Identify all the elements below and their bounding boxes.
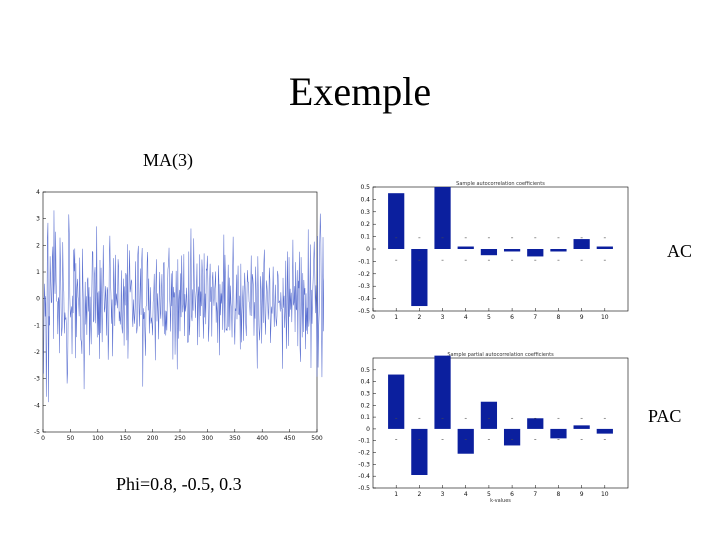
y-tick-label: 0 [366, 246, 370, 253]
x-tick-label: 0 [41, 435, 45, 442]
bar [388, 193, 405, 249]
series-line [43, 210, 324, 403]
chart-title: Sample partial autocorrelation coefficie… [447, 352, 554, 358]
bar [550, 428, 567, 439]
x-tick-label: 450 [284, 435, 296, 442]
x-tick-label: 10 [601, 314, 609, 321]
x-tick-label: 7 [533, 314, 537, 321]
x-tick-label: 6 [510, 491, 514, 498]
y-tick-label: -3 [34, 376, 40, 383]
x-tick-label: 500 [311, 435, 323, 442]
bar [434, 355, 451, 429]
y-tick-label: -0.2 [358, 271, 370, 278]
x-tick-label: 50 [67, 435, 75, 442]
phi-label: Phi=0.8, -0.5, 0.3 [116, 474, 242, 494]
bar [480, 401, 498, 429]
bar [503, 249, 521, 252]
y-tick-label: 0.3 [360, 209, 370, 216]
bar [457, 428, 474, 454]
bar [596, 246, 613, 249]
x-tick-label: 0 [371, 314, 375, 321]
x-tick-label: 350 [229, 435, 241, 442]
y-tick-label: 0.1 [360, 414, 370, 421]
y-tick-label: 0.5 [360, 367, 370, 374]
x-axis-label: k-values [490, 498, 511, 504]
ac-label: AC [667, 241, 693, 261]
y-tick-label: -0.3 [358, 461, 370, 468]
y-tick-label: 3 [36, 216, 40, 223]
acf-chart: Sample autocorrelation coefficientsk-val… [358, 181, 629, 321]
y-tick-label: 0.3 [360, 390, 370, 397]
x-tick-label: 9 [580, 314, 584, 321]
x-tick-label: 100 [92, 435, 104, 442]
bar [573, 239, 590, 249]
x-tick-label: 400 [256, 435, 268, 442]
x-tick-label: 2 [417, 491, 421, 498]
x-tick-label: 3 [441, 491, 445, 498]
bar [527, 249, 544, 257]
x-tick-label: 3 [441, 314, 445, 321]
y-tick-label: -0.4 [358, 473, 370, 480]
x-tick-label: 5 [487, 314, 491, 321]
y-tick-label: 2 [36, 242, 40, 249]
y-tick-label: 1 [36, 269, 40, 276]
y-tick-label: 0.2 [360, 221, 370, 228]
x-tick-label: 150 [119, 435, 131, 442]
y-tick-label: -4 [34, 402, 40, 409]
y-tick-label: -5 [34, 429, 40, 436]
bar [411, 249, 428, 307]
y-tick-label: -0.1 [358, 438, 370, 445]
chart-title: Sample autocorrelation coefficients [456, 181, 545, 187]
y-tick-label: 0 [366, 426, 370, 433]
x-tick-label: 10 [601, 491, 609, 498]
x-tick-label: 250 [174, 435, 186, 442]
y-tick-label: -0.4 [358, 296, 370, 303]
y-tick-label: -2 [34, 349, 40, 356]
bar [434, 187, 451, 249]
x-tick-label: 4 [464, 491, 468, 498]
x-tick-label: 8 [557, 314, 561, 321]
pac-label: PAC [648, 406, 682, 426]
x-tick-label: 9 [580, 491, 584, 498]
pacf-chart: Sample partial autocorrelation coefficie… [358, 352, 629, 504]
x-tick-label: 8 [557, 491, 561, 498]
bar [503, 428, 521, 446]
bar [388, 374, 405, 429]
bar [527, 418, 544, 429]
y-tick-label: 0.1 [360, 234, 370, 241]
x-tick-label: 4 [464, 314, 468, 321]
ma-label: MA(3) [143, 150, 193, 170]
x-tick-label: 300 [202, 435, 214, 442]
y-tick-label: 0 [36, 296, 40, 303]
y-tick-label: 0.4 [360, 196, 370, 203]
y-tick-label: -0.5 [358, 485, 370, 492]
x-tick-label: 7 [533, 491, 537, 498]
y-tick-label: -1 [34, 322, 40, 329]
bar [573, 425, 590, 429]
slide-title: Exemple [288, 69, 432, 114]
y-tick-label: 0.4 [360, 379, 370, 386]
y-tick-label: -0.5 [358, 308, 370, 315]
y-tick-label: -0.2 [358, 450, 370, 457]
y-tick-label: 4 [36, 189, 40, 196]
y-tick-label: -0.3 [358, 283, 370, 290]
y-tick-label: 0.2 [360, 402, 370, 409]
bar [457, 246, 474, 249]
bar [550, 249, 567, 252]
x-tick-label: 1 [394, 314, 398, 321]
x-tick-label: 1 [394, 491, 398, 498]
x-tick-label: 200 [147, 435, 159, 442]
bar [411, 428, 428, 475]
time-series-chart: 0 50 100 150 200 250 300 350 400 450 500 -5 -4 -3 -2 -1… [34, 189, 324, 442]
y-tick-label: 0.5 [360, 184, 370, 191]
bar [480, 249, 498, 256]
bar [596, 428, 613, 434]
x-tick-label: 2 [417, 314, 421, 321]
plot-frame [372, 357, 629, 489]
x-tick-label: 6 [510, 314, 514, 321]
x-tick-label: 5 [487, 491, 491, 498]
y-tick-label: -0.1 [358, 258, 370, 265]
